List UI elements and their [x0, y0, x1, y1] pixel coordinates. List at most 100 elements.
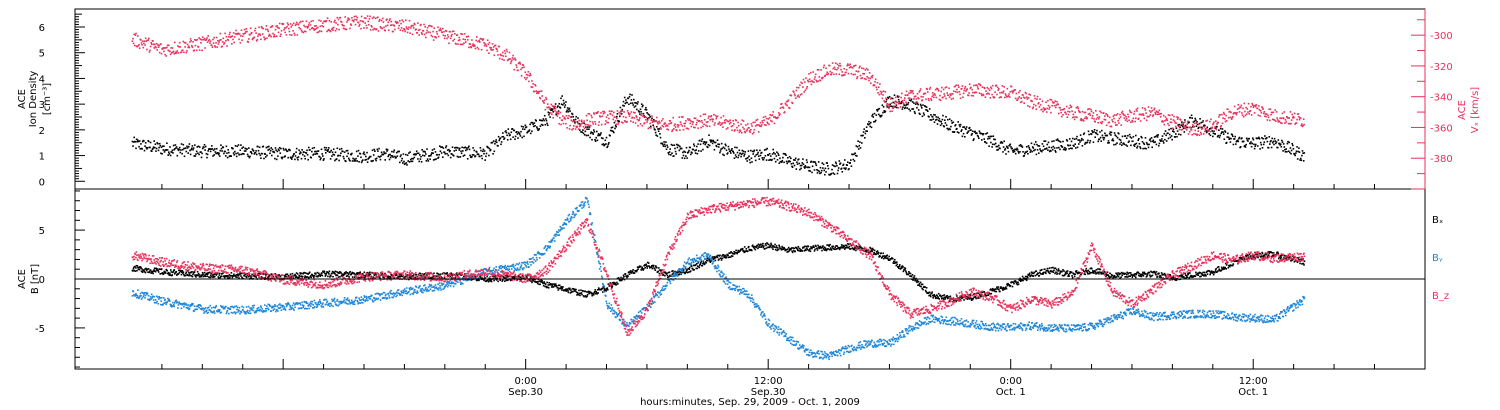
- density-point: [297, 158, 299, 161]
- vx-point: [754, 125, 757, 127]
- density-point: [688, 149, 690, 152]
- density-point: [1234, 135, 1236, 138]
- density-point: [928, 108, 931, 110]
- bx-point: [341, 275, 343, 278]
- vx-point: [178, 46, 180, 48]
- vx-point: [1259, 110, 1262, 112]
- vx-point: [1063, 107, 1066, 110]
- density-point: [662, 145, 665, 147]
- vx-point: [265, 28, 267, 31]
- vx-point: [710, 115, 713, 117]
- vx-point: [744, 131, 747, 134]
- density-point: [548, 112, 551, 114]
- vx-point: [498, 45, 500, 48]
- density-point: [523, 128, 526, 131]
- bx-point: [137, 266, 139, 269]
- vx-point: [881, 97, 884, 100]
- density-point: [964, 136, 966, 138]
- vx-point: [417, 29, 420, 31]
- density-point: [827, 165, 829, 167]
- vx-point: [503, 50, 506, 52]
- density-point: [1263, 141, 1266, 143]
- density-point: [591, 132, 594, 134]
- vx-point: [1194, 129, 1196, 132]
- vx-point: [230, 35, 232, 38]
- vx-point: [835, 73, 838, 75]
- density-point: [1242, 140, 1245, 143]
- vx-point: [746, 128, 748, 131]
- density-point: [266, 154, 268, 157]
- density-point: [1173, 131, 1175, 133]
- density-point: [998, 144, 1000, 147]
- bx-point: [136, 269, 138, 272]
- vx-point: [567, 117, 570, 120]
- vx-point: [149, 45, 152, 48]
- vx-point: [292, 22, 295, 25]
- bx-point: [145, 269, 148, 272]
- bx-point: [508, 275, 510, 278]
- density-point: [817, 161, 820, 163]
- vx-point: [694, 117, 697, 120]
- vx-point: [622, 122, 624, 124]
- vx-point: [365, 17, 367, 19]
- bx-point: [226, 274, 229, 277]
- bx-point: [475, 276, 477, 278]
- density-point: [615, 125, 617, 128]
- vx-point: [834, 68, 836, 71]
- vx-point: [962, 96, 964, 98]
- density-point: [972, 139, 975, 142]
- density-point: [524, 124, 527, 127]
- density-point: [742, 152, 744, 155]
- density-point: [529, 132, 532, 135]
- vx-point: [1143, 117, 1146, 120]
- vx-point: [1269, 108, 1272, 111]
- density-point: [514, 138, 516, 140]
- vx-point: [1262, 108, 1264, 110]
- bx-point: [239, 273, 242, 275]
- vx-point: [154, 43, 156, 46]
- density-point: [590, 131, 593, 133]
- vx-point: [302, 20, 304, 23]
- density-point: [1118, 132, 1120, 135]
- density-point: [599, 134, 601, 137]
- vx-point: [884, 91, 887, 93]
- density-point: [162, 149, 165, 151]
- vx-point: [1280, 117, 1283, 119]
- density-point: [676, 146, 679, 149]
- vx-point: [738, 131, 741, 134]
- vx-point: [1235, 113, 1238, 116]
- density-point: [565, 111, 568, 113]
- density-point: [1115, 143, 1117, 146]
- density-point: [655, 134, 657, 136]
- vx-point: [225, 40, 227, 42]
- density-point: [148, 140, 150, 143]
- vx-point: [513, 68, 516, 71]
- density-point: [968, 126, 971, 129]
- vx-point: [143, 42, 145, 45]
- bx-point: [319, 274, 321, 276]
- vx-point: [1294, 123, 1296, 125]
- density-point: [888, 96, 891, 98]
- bx-point: [487, 278, 489, 281]
- vx-point: [617, 122, 620, 124]
- density-point: [908, 99, 911, 101]
- density-point: [1001, 142, 1004, 144]
- vx-point: [1215, 128, 1218, 131]
- density-point: [131, 140, 134, 143]
- density-point: [1156, 136, 1159, 138]
- vx-point: [1027, 97, 1030, 99]
- density-point: [912, 108, 915, 110]
- density-point: [977, 135, 979, 138]
- vx-point: [526, 74, 529, 76]
- vx-point: [441, 31, 443, 34]
- vx-point: [856, 76, 859, 78]
- vx-point: [315, 25, 317, 27]
- density-point: [917, 103, 919, 106]
- density-point: [1193, 120, 1196, 122]
- density-point: [410, 160, 413, 163]
- vx-point: [368, 23, 370, 26]
- vx-point: [428, 24, 431, 27]
- vx-point: [1270, 113, 1272, 116]
- density-point: [1195, 125, 1198, 127]
- density-point: [1161, 135, 1164, 137]
